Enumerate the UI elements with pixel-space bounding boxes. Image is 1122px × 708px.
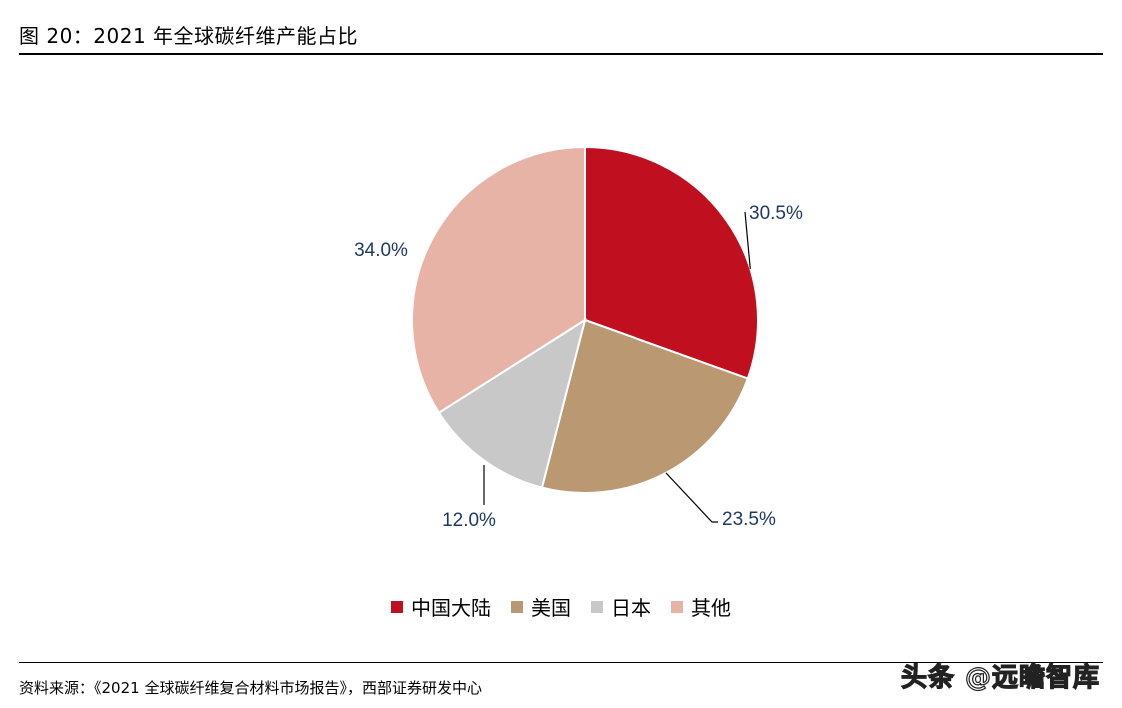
top-rule	[19, 53, 1103, 55]
legend-item-other: 其他	[671, 592, 731, 621]
legend-swatch	[591, 600, 603, 613]
leader-line	[665, 472, 718, 523]
label-china-mainland: 30.5%	[749, 203, 803, 224]
pie-slices	[411, 145, 759, 494]
slice-japan	[437, 317, 587, 489]
label-japan: 12.0%	[442, 510, 496, 531]
legend-swatch	[671, 600, 683, 613]
legend-label: 其他	[691, 596, 731, 620]
slice-other	[411, 145, 586, 415]
slice-china-mainland	[584, 145, 759, 380]
watermark: 头条 @远瞻智库	[900, 662, 1100, 693]
legend-item-usa: 美国	[511, 592, 571, 621]
leader-lines	[483, 211, 751, 523]
legend-label: 美国	[531, 596, 571, 620]
label-other: 34.0%	[354, 240, 408, 261]
bottom-rule	[19, 662, 1103, 663]
legend-label: 日本	[611, 596, 651, 620]
label-usa: 23.5%	[722, 509, 776, 530]
source-note: 资料来源：《2021 全球碳纤维复合材料市场报告》，西部证券研发中心	[19, 679, 482, 697]
legend-swatch	[511, 600, 523, 613]
legend: 中国大陆 美国 日本 其他	[0, 592, 1122, 621]
leader-line	[744, 211, 751, 269]
data-labels: 30.5% 23.5% 12.0% 34.0%	[354, 203, 803, 531]
legend-item-japan: 日本	[591, 592, 651, 621]
legend-label: 中国大陆	[411, 596, 491, 620]
legend-swatch	[391, 600, 403, 613]
slice-usa	[540, 318, 750, 494]
legend-item-china-mainland: 中国大陆	[391, 592, 491, 621]
figure-title: 图 20：2021 年全球碳纤维产能占比	[19, 24, 359, 48]
pie-chart: 30.5% 23.5% 12.0% 34.0%	[354, 145, 803, 531]
